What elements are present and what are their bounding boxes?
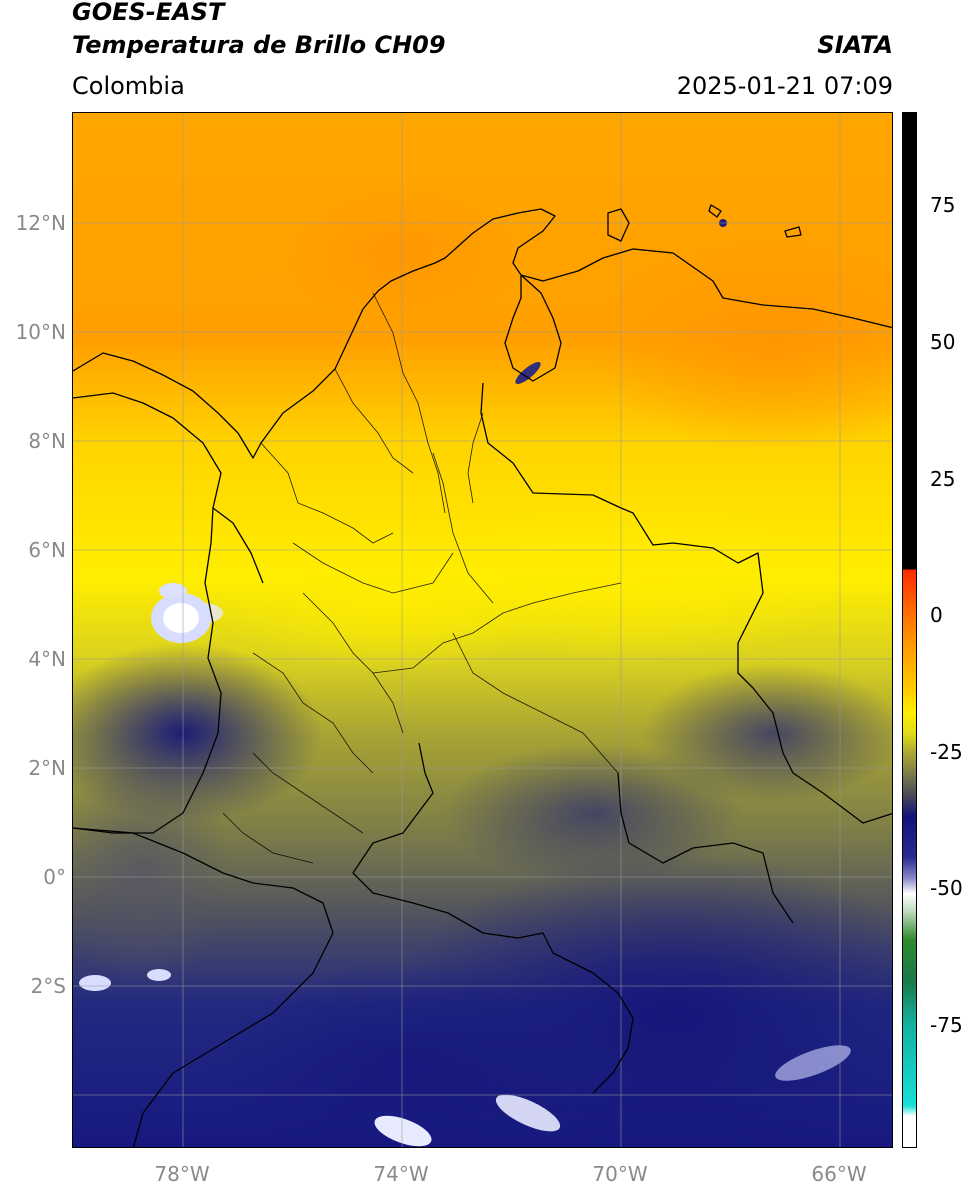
product-title: Temperatura de Brillo CH09 [72, 31, 446, 59]
lon-tick-label: 66°W [811, 1162, 867, 1186]
satellite-map [72, 112, 893, 1148]
lon-tick-label: 78°W [154, 1162, 210, 1186]
lon-tick-label: 70°W [592, 1162, 648, 1186]
map-canvas [73, 113, 892, 1147]
colorbar-tick-label: -50 [930, 876, 963, 900]
lat-tick-label: 12°N [15, 211, 66, 235]
lat-tick-label: 0° [43, 865, 66, 889]
region-label: Colombia [72, 72, 185, 100]
colorbar-tick-label: 50 [930, 330, 956, 354]
graticule [73, 113, 892, 1147]
lat-tick-label: 2°S [30, 974, 66, 998]
colorbar-tick-label: -75 [930, 1013, 963, 1037]
satellite-title: GOES-EAST [72, 0, 225, 26]
lat-tick-label: 6°N [28, 538, 66, 562]
colorbar-gradient [903, 113, 916, 1147]
colorbar [902, 112, 917, 1148]
lat-tick-label: 2°N [28, 756, 66, 780]
lat-tick-label: 4°N [28, 647, 66, 671]
colorbar-tick-label: 75 [930, 193, 956, 217]
colorbar-tick-label: 25 [930, 467, 956, 491]
colorbar-tick-label: 0 [930, 603, 943, 627]
department-borders [222, 292, 622, 864]
country-borders [73, 204, 892, 1147]
organization-label: SIATA [817, 31, 893, 59]
colorbar-tick-label: -25 [930, 740, 963, 764]
lat-tick-label: 8°N [28, 429, 66, 453]
lon-tick-label: 74°W [373, 1162, 429, 1186]
lat-tick-label: 10°N [15, 320, 66, 344]
datetime-label: 2025-01-21 07:09 [676, 72, 893, 100]
